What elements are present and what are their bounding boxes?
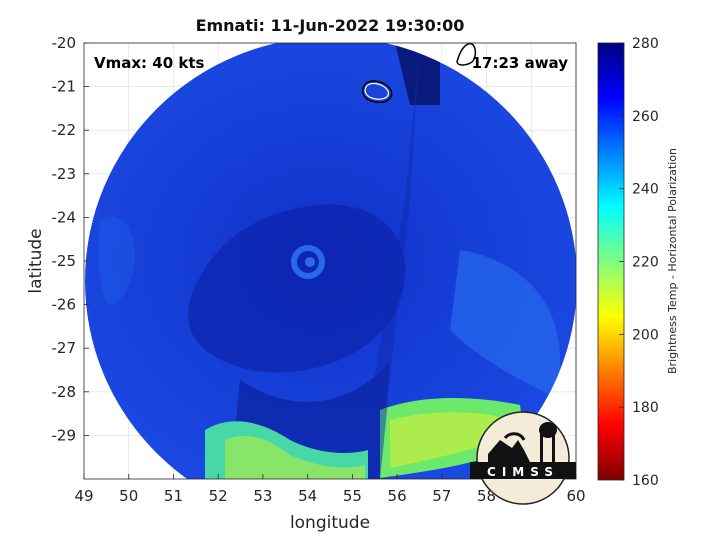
y-tick-label: -29 bbox=[52, 426, 77, 444]
y-axis-label: latitude bbox=[26, 228, 46, 293]
y-tick-label: -25 bbox=[52, 252, 77, 270]
time-away-label: 17:23 away bbox=[472, 54, 569, 72]
x-tick-label: 51 bbox=[164, 487, 183, 505]
colorbar-tick-label: 240 bbox=[632, 182, 659, 198]
cimss-logo: CIMSS bbox=[470, 411, 576, 505]
x-tick-label: 54 bbox=[298, 487, 317, 505]
x-tick-label: 53 bbox=[253, 487, 272, 505]
y-tick-label: -22 bbox=[52, 121, 77, 139]
cimss-logo-text: CIMSS bbox=[487, 465, 559, 479]
colorbar-tick-label: 280 bbox=[632, 36, 659, 52]
colorbar-ticks: 280 260 240 220 200 180 160 bbox=[619, 36, 659, 489]
microwave-swath bbox=[85, 43, 576, 479]
y-tick-label: -24 bbox=[52, 208, 77, 226]
x-axis-label: longitude bbox=[290, 513, 370, 533]
x-tick-label: 57 bbox=[432, 487, 451, 505]
y-tick-label: -23 bbox=[52, 165, 77, 183]
vmax-label: Vmax: 40 kts bbox=[94, 54, 204, 72]
x-tick-label: 50 bbox=[119, 487, 138, 505]
colorbar-tick-label: 200 bbox=[632, 327, 659, 343]
colorbar-tick-label: 160 bbox=[632, 473, 659, 489]
x-tick-label: 55 bbox=[343, 487, 362, 505]
chart-title: Emnati: 11-Jun-2022 19:30:00 bbox=[196, 16, 465, 35]
colorbar-tick-label: 180 bbox=[632, 400, 659, 416]
y-tick-label: -28 bbox=[52, 383, 77, 401]
y-tick-label: -20 bbox=[52, 34, 77, 52]
colorbar-tick-label: 220 bbox=[632, 255, 659, 271]
x-tick-label: 60 bbox=[566, 487, 585, 505]
y-tick-label: -21 bbox=[52, 78, 77, 96]
x-tick-label: 52 bbox=[209, 487, 228, 505]
x-tick-label: 49 bbox=[74, 487, 93, 505]
mauritius-island-outline bbox=[456, 43, 477, 66]
colorbar-label: Brightness Temp - Horizontal Polarizatio… bbox=[666, 148, 679, 374]
x-tick-label: 56 bbox=[388, 487, 407, 505]
colorbar-tick-label: 260 bbox=[632, 109, 659, 125]
y-tick-label: -27 bbox=[52, 339, 77, 357]
y-tick-label: -26 bbox=[52, 296, 77, 314]
y-axis: -20 -21 -22 -23 -24 -25 -26 -27 -28 -29 bbox=[52, 34, 89, 444]
